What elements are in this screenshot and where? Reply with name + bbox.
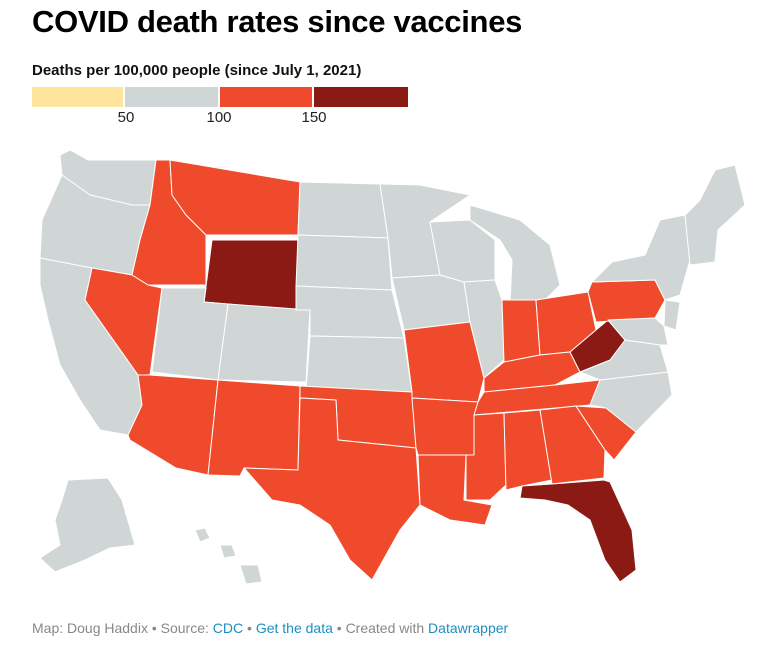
legend-swatch-over-150 (314, 87, 408, 107)
state-alaska[interactable] (39, 477, 136, 573)
state-alabama[interactable] (503, 409, 553, 491)
state-nebraska[interactable] (295, 285, 405, 339)
state-colorado[interactable] (217, 303, 311, 383)
color-legend: 50 100 150 (32, 87, 408, 127)
legend-swatch-under-50 (32, 87, 123, 107)
source-prefix: Source: (160, 620, 209, 636)
state-hawaii[interactable] (194, 527, 263, 585)
legend-swatch-50-100 (125, 87, 218, 107)
footer-separator: • (247, 620, 252, 636)
state-north-dakota[interactable] (297, 181, 389, 239)
state-arizona[interactable] (127, 374, 219, 476)
state-nevada[interactable] (84, 267, 163, 376)
state-new-jersey[interactable] (663, 299, 681, 331)
state-pennsylvania[interactable] (587, 279, 666, 323)
state-wyoming[interactable] (203, 239, 299, 311)
state-maryland-delaware[interactable] (607, 317, 669, 346)
datawrapper-link[interactable]: Datawrapper (428, 620, 509, 636)
state-south-carolina[interactable] (575, 405, 637, 461)
get-the-data-link[interactable]: Get the data (255, 620, 333, 636)
legend-tick-50: 50 (117, 109, 135, 126)
state-texas[interactable] (243, 397, 421, 581)
credits-footer: Map: Doug Haddix • Source: CDC • Get the… (32, 620, 508, 636)
state-arkansas[interactable] (411, 397, 479, 456)
footer-separator: • (336, 620, 342, 636)
state-kansas[interactable] (305, 335, 413, 393)
state-florida[interactable] (519, 479, 637, 583)
legend-title: Deaths per 100,000 people (since July 1,… (32, 62, 362, 79)
state-indiana[interactable] (501, 299, 541, 363)
us-choropleth-map (39, 149, 746, 585)
legend-tick-150: 150 (301, 109, 327, 126)
state-south-dakota[interactable] (295, 234, 393, 291)
map-title: COVID death rates since vaccines (32, 4, 523, 39)
legend-tick-100: 100 (206, 109, 232, 126)
map-credit: Map: Doug Haddix (32, 620, 148, 636)
state-missouri[interactable] (403, 321, 485, 403)
state-new-mexico[interactable] (207, 379, 301, 477)
footer-separator: • (151, 620, 157, 636)
state-new-england[interactable] (684, 164, 746, 266)
created-with-prefix: Created with (345, 620, 425, 636)
legend-swatch-100-150 (220, 87, 312, 107)
state-iowa[interactable] (391, 274, 471, 331)
source-link-cdc[interactable]: CDC (212, 620, 244, 636)
